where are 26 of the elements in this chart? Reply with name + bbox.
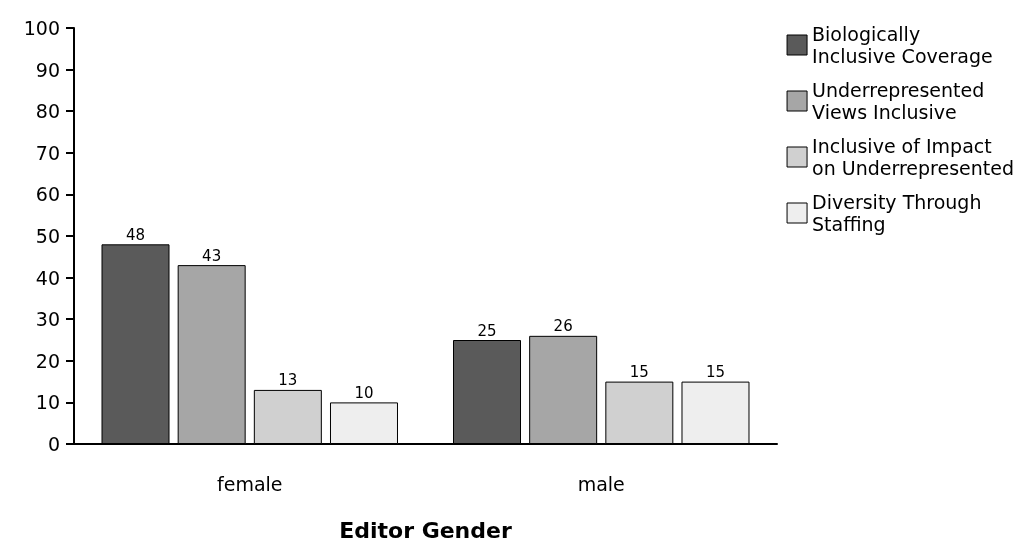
data-label: 15 [629, 363, 649, 382]
x-axis-title: Editor Gender [339, 517, 512, 543]
legend-label: Inclusive of Impact on Underrepresented [812, 135, 1015, 179]
y-tick-label: 0 [47, 433, 60, 455]
y-tick-label: 100 [23, 17, 60, 39]
y-tick-label: 40 [35, 266, 60, 289]
data-label: 48 [125, 225, 146, 244]
y-tick-label: 10 [35, 391, 60, 414]
data-label: 26 [553, 317, 573, 336]
data-label: 15 [705, 363, 726, 382]
data-label: 25 [477, 321, 497, 340]
x-tick-label: male [577, 472, 625, 495]
y-tick-label: 70 [35, 141, 60, 164]
y-tick-label: 60 [35, 183, 60, 206]
legend-label: Underrepresented Views Inclusive [812, 79, 985, 123]
y-tick-label: 50 [35, 225, 60, 247]
legend-label: Biologically Inclusive Coverage [812, 23, 993, 67]
data-label: 13 [278, 371, 298, 390]
data-label: 10 [354, 383, 374, 402]
y-tick-label: 20 [35, 349, 60, 372]
legend-label: Diversity Through Staffing [812, 191, 982, 235]
y-tick-label: 90 [35, 58, 60, 81]
y-tick-label: 30 [35, 308, 60, 331]
data-label: 43 [202, 246, 222, 265]
y-tick-label: 80 [35, 100, 60, 123]
x-tick-label: female [217, 472, 283, 495]
